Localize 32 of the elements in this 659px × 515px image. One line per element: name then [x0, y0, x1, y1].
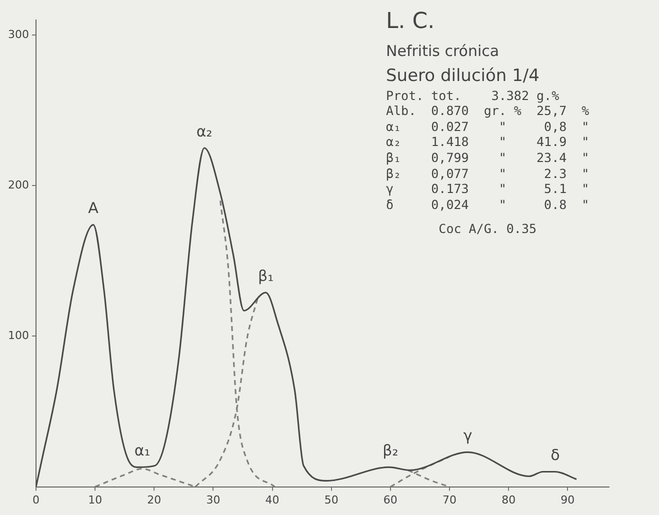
y-tick-label: 100 — [8, 329, 29, 342]
annotation: Prot. tot. 3.382 g.% — [386, 88, 560, 104]
y-tick-label: 200 — [8, 178, 29, 192]
annotation: δ — [550, 446, 560, 464]
annotation: β₂ — [382, 442, 398, 460]
annotation: β₁ — [258, 266, 274, 285]
x-tick-label: 60 — [383, 493, 398, 506]
x-tick-label: 80 — [502, 493, 516, 506]
annotation: α₁ 0.027 " 0,8 " — [386, 118, 590, 134]
annotation: γ — [463, 426, 472, 445]
y-tick-label: 300 — [8, 28, 29, 41]
x-tick-label: 20 — [147, 493, 162, 506]
annotation: β₂ 0,077 " 2.3 " — [386, 166, 590, 182]
x-tick-label: 10 — [88, 493, 102, 506]
annotation: A — [88, 199, 100, 218]
x-tick-label: 0 — [32, 493, 40, 506]
annotation: δ 0,024 " 0.8 " — [386, 196, 590, 212]
x-tick-label: 70 — [442, 493, 457, 506]
chart-title: L. C. — [386, 8, 436, 36]
annotation: β₁ 0,799 " 23.4 " — [386, 150, 590, 166]
x-tick-label: 30 — [206, 493, 220, 506]
annotation: Suero dilución 1/4 — [386, 66, 540, 88]
annotation: γ 0.173 " 5.1 " — [386, 181, 590, 197]
x-tick-label: 90 — [560, 493, 575, 506]
annotation: α₂ — [196, 122, 212, 140]
annotation: Alb. 0.870 gr. % 25,7 % — [386, 103, 590, 119]
x-tick-label: 40 — [265, 493, 280, 506]
annotation: Coc A/G. 0.35 — [438, 220, 538, 236]
annotation: α₂ 1.418 " 41.9 " — [386, 134, 590, 150]
annotation: α₁ — [134, 442, 150, 460]
text: Nefritis crónica — [386, 42, 500, 60]
x-tick-label: 50 — [324, 493, 338, 506]
